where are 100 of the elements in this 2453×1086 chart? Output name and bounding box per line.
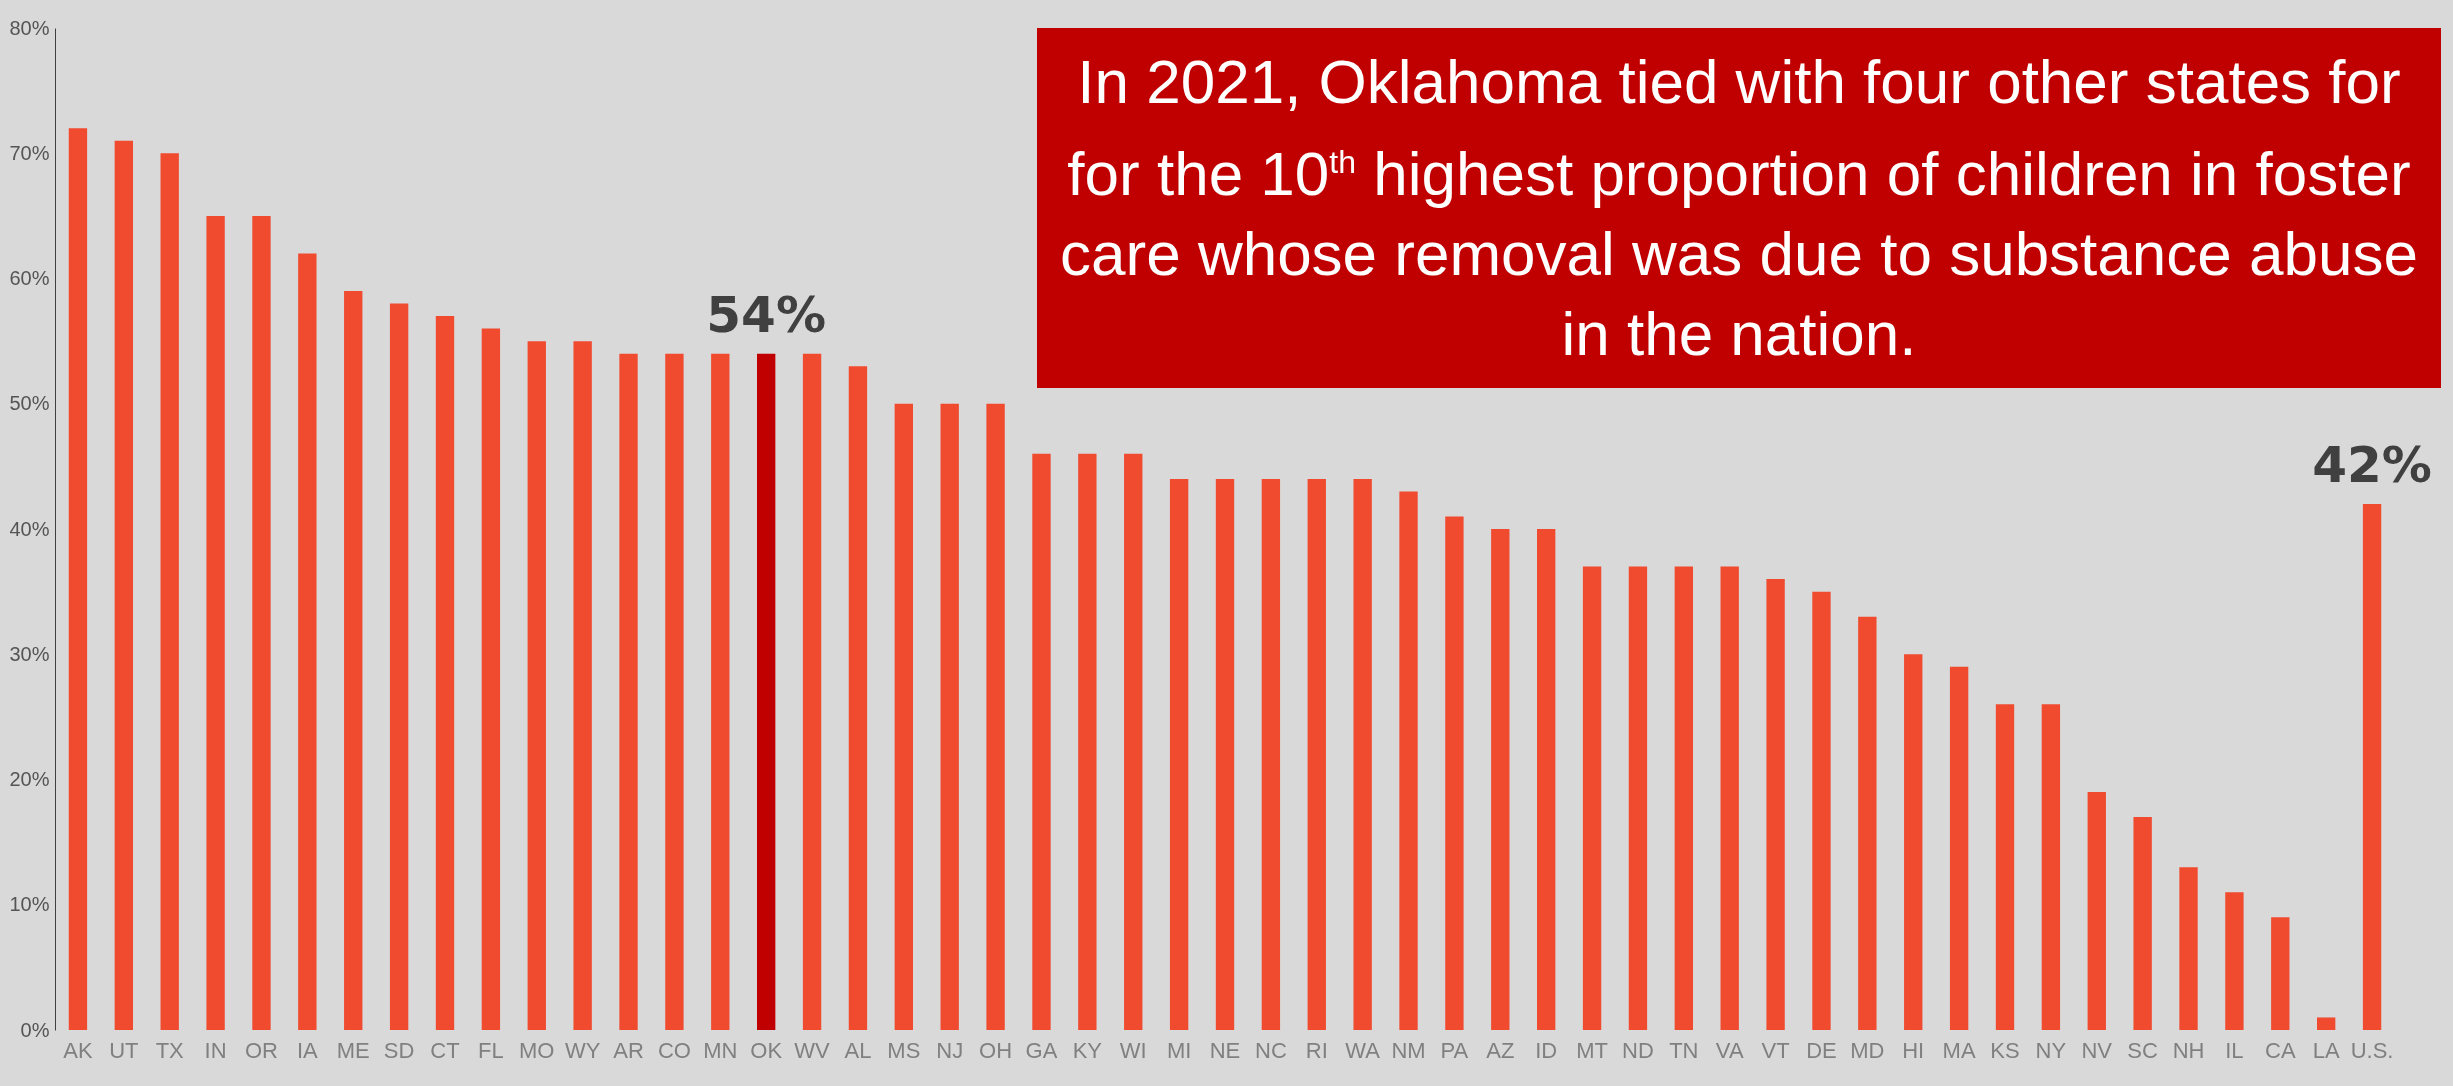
bar: [481, 328, 501, 1030]
x-tick-label: WI: [1119, 1037, 1147, 1063]
bar: [298, 253, 317, 1030]
bar: [1766, 579, 1785, 1030]
x-tick-label: MS: [887, 1037, 921, 1063]
bar: [1537, 529, 1556, 1030]
x-tick-label: MI: [1166, 1037, 1192, 1063]
x-tick-label: UT: [109, 1037, 139, 1063]
y-tick-label: 50%: [9, 392, 50, 415]
bar: [1582, 566, 1602, 1030]
x-tick-label: ND: [1622, 1037, 1654, 1063]
x-tick-label: NE: [1209, 1037, 1241, 1063]
x-tick-label: ME: [336, 1037, 370, 1063]
bar: [1995, 704, 2015, 1030]
x-tick-label: CT: [430, 1037, 460, 1063]
bar: [986, 403, 1005, 1030]
y-tick-label: 70%: [9, 141, 50, 164]
bar: [2271, 917, 2290, 1030]
x-tick-label: OH: [979, 1037, 1013, 1063]
bar: [1904, 654, 1923, 1030]
bar: [1215, 478, 1235, 1030]
x-tick-label: ID: [1535, 1037, 1558, 1063]
x-tick-label: TN: [1669, 1037, 1699, 1063]
bar: [1674, 566, 1693, 1030]
x-tick-label: RI: [1305, 1037, 1328, 1063]
bar: [1628, 566, 1648, 1030]
x-tick-label: WV: [794, 1037, 831, 1063]
x-tick-label: IN: [204, 1037, 227, 1063]
bar: [1307, 478, 1326, 1030]
x-tick-label: CO: [657, 1037, 691, 1063]
x-tick-label: MO: [519, 1037, 555, 1063]
y-tick-label: 20%: [9, 768, 50, 790]
bar: [757, 353, 776, 1030]
bar: [1353, 478, 1372, 1030]
x-tick-label: PA: [1440, 1037, 1469, 1063]
x-tick-label: IL: [2225, 1037, 2244, 1063]
x-tick-label: MA: [1942, 1037, 1976, 1063]
data-label: 42%: [2312, 435, 2432, 494]
x-tick-label: CA: [2265, 1037, 2296, 1063]
x-tick-label: SD: [383, 1037, 415, 1063]
x-tick-label: NY: [2035, 1037, 2067, 1063]
annotation: In 2021, Oklahoma tied with four other states for for the 10$^{th}$ highest proportion of children in foster care whose removal was due to substance abuse in the nation.: [1037, 28, 2441, 388]
bar: [389, 303, 409, 1030]
x-tick-label: GA: [1025, 1037, 1058, 1063]
x-tick-label: VT: [1761, 1037, 1790, 1063]
bar: [1491, 529, 1510, 1030]
bar: [1445, 516, 1464, 1030]
x-tick-label: AL: [844, 1037, 872, 1063]
x-tick-label: NM: [1391, 1037, 1426, 1063]
x-tick-label: KY: [1072, 1037, 1103, 1063]
bar: [1078, 453, 1097, 1030]
y-tick-label: 30%: [9, 642, 50, 665]
x-tick-label: AR: [613, 1037, 644, 1063]
bar: [527, 341, 546, 1030]
x-tick-label: NC: [1254, 1037, 1287, 1063]
x-tick-label: U.S.: [2350, 1037, 2394, 1063]
y-tick-label: 40%: [9, 517, 50, 540]
bar: [206, 215, 225, 1030]
x-tick-label: SC: [2127, 1037, 2159, 1063]
bar: [1261, 478, 1281, 1030]
x-tick-label: WY: [564, 1037, 601, 1063]
x-tick-label: OR: [244, 1037, 278, 1063]
bar: [894, 403, 913, 1030]
x-tick-label: AK: [63, 1037, 93, 1063]
bar: [1124, 453, 1143, 1030]
x-tick-label: FL: [478, 1037, 504, 1063]
x-tick-label: NJ: [936, 1037, 964, 1063]
bar: [68, 128, 88, 1030]
x-tick-label: VA: [1715, 1037, 1744, 1063]
bar: [573, 341, 592, 1030]
bar: [2225, 892, 2244, 1030]
bar: [1720, 566, 1739, 1030]
bar: [1399, 491, 1418, 1030]
x-tick-label: TX: [155, 1037, 185, 1063]
x-tick-label: DE: [1806, 1037, 1837, 1063]
bar: [848, 366, 868, 1030]
x-tick-label: IA: [296, 1037, 319, 1063]
x-tick-label: MN: [703, 1037, 738, 1063]
y-tick-label: 0%: [20, 1018, 50, 1041]
bar: [2133, 817, 2152, 1030]
y-tick-label: 10%: [9, 893, 50, 916]
x-tick-label: MD: [1850, 1037, 1885, 1063]
x-tick-label: HI: [1902, 1037, 1925, 1063]
bar: [2179, 867, 2198, 1030]
bar: [619, 353, 638, 1030]
x-tick-label: WA: [1345, 1037, 1381, 1063]
bar: [114, 140, 133, 1030]
bar: [435, 316, 455, 1030]
bar: [711, 353, 730, 1030]
bar: [940, 403, 959, 1030]
bar: [252, 215, 271, 1030]
x-tick-label: NH: [2172, 1037, 2205, 1063]
bar: [2087, 792, 2106, 1030]
data-label: 54%: [706, 285, 827, 344]
x-tick-label: OK: [750, 1037, 783, 1063]
bar: [1169, 478, 1189, 1030]
bar: [1032, 453, 1051, 1030]
bar: [665, 353, 684, 1030]
bar: [2041, 704, 2061, 1030]
x-tick-label: AZ: [1486, 1037, 1515, 1063]
